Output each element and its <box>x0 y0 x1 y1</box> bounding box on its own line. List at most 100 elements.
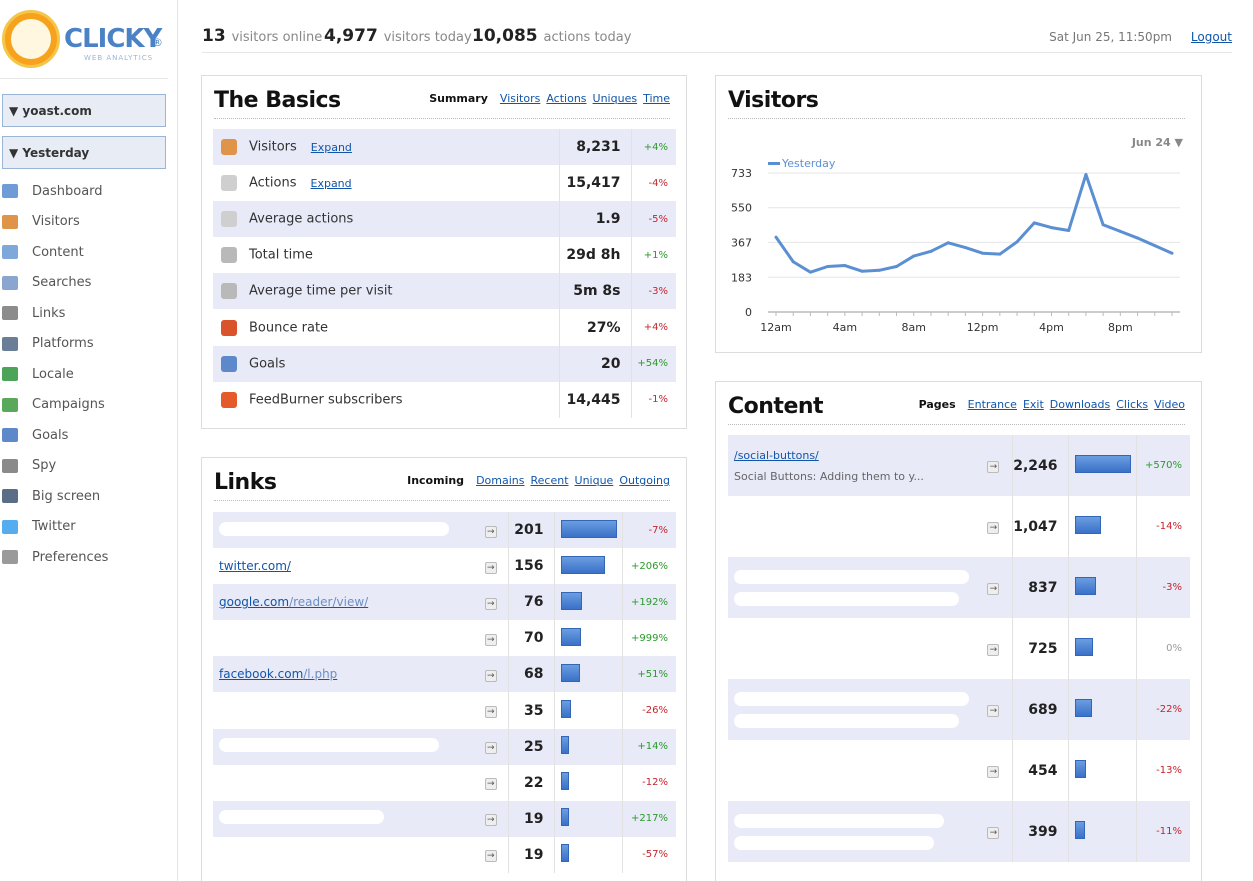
links-row[interactable]: → 19 +217% <box>213 800 676 837</box>
content-row[interactable]: → 689 -22% <box>728 679 1190 740</box>
links-row[interactable]: twitter.com/ → 156 +206% <box>213 548 676 585</box>
basics-row[interactable]: Average actions 1.9 -5% <box>213 201 676 238</box>
data-point[interactable] <box>895 264 899 268</box>
data-point[interactable] <box>1170 251 1174 255</box>
external-arrow-icon[interactable]: → <box>484 597 497 610</box>
external-arrow-icon[interactable]: → <box>987 461 1000 473</box>
external-arrow-icon[interactable]: → <box>484 850 497 863</box>
visitors-online-stat[interactable]: 13 visitors online <box>202 26 322 46</box>
data-point[interactable] <box>877 268 881 272</box>
tab-incoming[interactable]: Incoming <box>407 474 465 487</box>
basics-row[interactable]: Average time per visit 5m 8s -3% <box>213 273 676 310</box>
tab-exit[interactable]: Exit <box>1022 398 1044 411</box>
links-row[interactable]: → 35 -26% <box>213 692 676 729</box>
sidebar-item-platforms[interactable]: Platforms <box>0 329 170 360</box>
visitors-today-stat[interactable]: 4,977 visitors today <box>324 26 472 46</box>
tab-time[interactable]: Time <box>643 92 670 105</box>
external-arrow-icon[interactable]: → <box>484 706 497 719</box>
links-row[interactable]: google.com/reader/view/ → 76 +192% <box>213 584 676 621</box>
links-row[interactable]: → 25 +14% <box>213 728 676 765</box>
external-arrow-icon[interactable]: → <box>987 583 1000 595</box>
tab-pages[interactable]: Pages <box>918 398 956 411</box>
links-row[interactable]: facebook.com/l.php → 68 +51% <box>213 656 676 693</box>
data-point[interactable] <box>860 269 864 273</box>
data-point[interactable] <box>1015 240 1019 244</box>
data-point[interactable] <box>946 241 950 245</box>
expand-link[interactable]: Expand <box>310 176 352 190</box>
external-arrow-icon[interactable]: → <box>484 525 497 538</box>
data-point[interactable] <box>791 260 795 264</box>
external-arrow-icon[interactable]: → <box>987 522 1000 534</box>
data-point[interactable] <box>929 249 933 253</box>
external-arrow-icon[interactable]: → <box>987 705 1000 717</box>
sidebar-item-visitors[interactable]: Visitors <box>0 207 170 238</box>
external-arrow-icon[interactable]: → <box>484 814 497 827</box>
sidebar-item-campaigns[interactable]: Campaigns <box>0 390 170 421</box>
content-row[interactable]: → 725 0% <box>728 618 1190 679</box>
data-point[interactable] <box>774 235 778 239</box>
sidebar-item-goals[interactable]: Goals <box>0 420 170 451</box>
expand-link[interactable]: Expand <box>310 140 352 154</box>
data-point[interactable] <box>826 264 830 268</box>
basics-row[interactable]: Goals 20 +54% <box>213 345 676 382</box>
sidebar-item-content[interactable]: Content <box>0 237 170 268</box>
basics-row[interactable]: Total time 29d 8h +1% <box>213 237 676 274</box>
tab-actions[interactable]: Actions <box>546 92 587 105</box>
content-row[interactable]: /social-buttons/Social Buttons: Adding t… <box>728 435 1190 496</box>
data-point[interactable] <box>808 270 812 274</box>
data-point[interactable] <box>963 246 967 250</box>
sidebar-item-searches[interactable]: Searches <box>0 268 170 299</box>
tab-domains[interactable]: Domains <box>476 474 525 487</box>
external-arrow-icon[interactable]: → <box>987 766 1000 778</box>
tab-outgoing[interactable]: Outgoing <box>619 474 670 487</box>
data-point[interactable] <box>1049 226 1053 230</box>
tab-downloads[interactable]: Downloads <box>1049 398 1111 411</box>
links-row[interactable]: → 19 -57% <box>213 836 676 873</box>
data-point[interactable] <box>1032 221 1036 225</box>
external-arrow-icon[interactable]: → <box>484 669 497 682</box>
external-arrow-icon[interactable]: → <box>484 633 497 646</box>
data-point[interactable] <box>1153 244 1157 248</box>
links-row[interactable]: → 22 -12% <box>213 764 676 801</box>
basics-row[interactable]: Bounce rate 27% +4% <box>213 309 676 346</box>
sidebar-item-twitter[interactable]: Twitter <box>0 512 170 543</box>
sidebar-item-spy[interactable]: Spy <box>0 451 170 482</box>
tab-uniques[interactable]: Uniques <box>592 92 638 105</box>
data-point[interactable] <box>1136 236 1140 240</box>
external-arrow-icon[interactable]: → <box>484 778 497 791</box>
tab-unique[interactable]: Unique <box>574 474 614 487</box>
clicky-logo[interactable]: CLICKY ® WEB ANALYTICS <box>2 8 172 70</box>
tab-clicks[interactable]: Clicks <box>1116 398 1149 411</box>
basics-row[interactable]: FeedBurner subscribers 14,445 -1% <box>213 381 676 418</box>
actions-today-stat[interactable]: 10,085 actions today <box>472 26 631 46</box>
data-point[interactable] <box>1101 223 1105 227</box>
site-selector[interactable]: ▼ yoast.com <box>2 94 166 127</box>
visitors-line-chart[interactable]: 0 183 367 550 733 12am 4am 8am 12pm 4pm 8pm Yesterd… <box>716 76 1203 354</box>
data-point[interactable] <box>912 254 916 258</box>
data-point[interactable] <box>1084 173 1088 177</box>
referrer-link[interactable]: facebook.com/l.php <box>219 667 337 681</box>
data-point[interactable] <box>1118 229 1122 233</box>
basics-row[interactable]: Visitors Expand 8,231 +4% <box>213 129 676 166</box>
date-range-selector[interactable]: ▼ Yesterday <box>2 136 166 169</box>
tab-recent[interactable]: Recent <box>530 474 569 487</box>
content-row[interactable]: → 454 -13% <box>728 740 1190 801</box>
content-row[interactable]: → 399 -11% <box>728 801 1190 862</box>
content-row[interactable]: → 1,047 -14% <box>728 496 1190 557</box>
logout-link[interactable]: Logout <box>1190 30 1232 44</box>
tab-entrance[interactable]: Entrance <box>967 398 1017 411</box>
external-arrow-icon[interactable]: → <box>987 827 1000 839</box>
data-point[interactable] <box>981 251 985 255</box>
sidebar-item-links[interactable]: Links <box>0 298 170 329</box>
tab-video[interactable]: Video <box>1154 398 1185 411</box>
chart-range-selector[interactable]: Jun 24 ▼ <box>1131 136 1183 149</box>
data-point[interactable] <box>1067 228 1071 232</box>
data-point[interactable] <box>998 252 1002 256</box>
tab-visitors[interactable]: Visitors <box>499 92 541 105</box>
data-point[interactable] <box>843 264 847 268</box>
sidebar-item-locale[interactable]: Locale <box>0 359 170 390</box>
sidebar-item-preferences[interactable]: Preferences <box>0 542 170 573</box>
content-row[interactable]: → 837 -3% <box>728 557 1190 618</box>
sidebar-item-dashboard[interactable]: Dashboard <box>0 176 170 207</box>
external-arrow-icon[interactable]: → <box>484 742 497 755</box>
